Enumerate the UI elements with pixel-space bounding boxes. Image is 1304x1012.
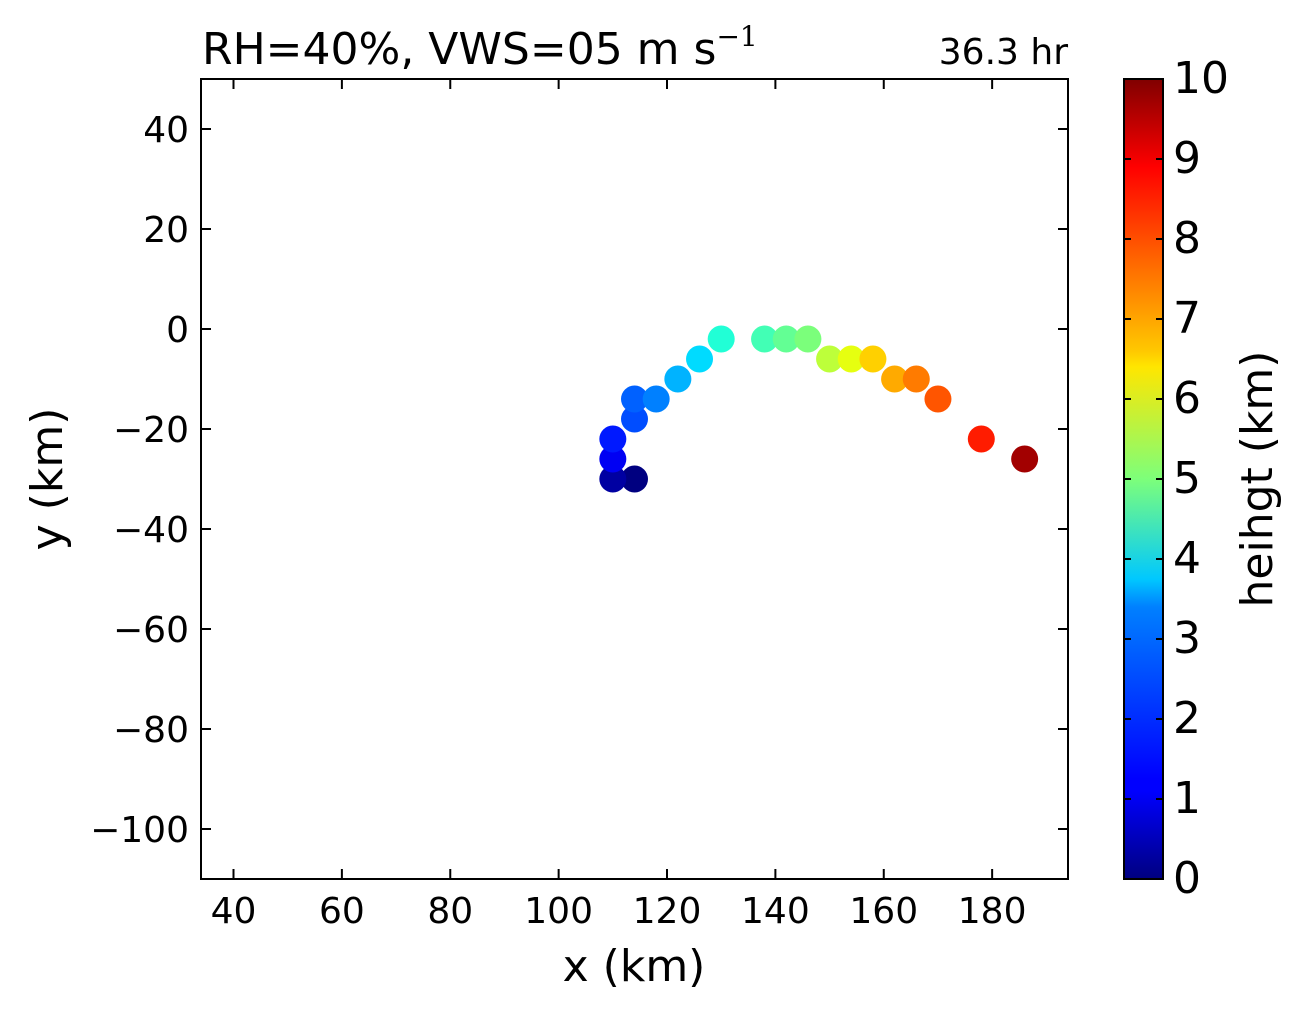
y-tick-label: −20 xyxy=(113,410,189,451)
y-tick-label: −100 xyxy=(90,810,189,851)
x-tick-label: 60 xyxy=(319,891,365,932)
x-tick-label: 100 xyxy=(524,891,593,932)
trajectory-point xyxy=(599,465,627,493)
scatter-points xyxy=(599,325,1039,493)
trajectory-point xyxy=(837,345,865,373)
colorbar-tick-label: 7 xyxy=(1173,293,1201,344)
trajectory-point xyxy=(664,365,692,393)
y-tick-label: −80 xyxy=(113,710,189,751)
colorbar-ticks: 0 1 2 3 4 5 6 7 8 9 10 xyxy=(1124,53,1229,904)
y-axis-label: y (km) xyxy=(22,408,73,551)
colorbar-tick-label: 9 xyxy=(1173,133,1201,184)
trajectory-point xyxy=(967,425,995,453)
colorbar-tick-label: 2 xyxy=(1173,693,1201,744)
x-tick-label: 180 xyxy=(958,891,1027,932)
trajectory-point xyxy=(599,445,627,473)
colorbar-tick-label: 0 xyxy=(1173,853,1201,904)
colorbar-tick-label: 5 xyxy=(1173,453,1201,504)
trajectory-point xyxy=(621,385,648,413)
trajectory-point xyxy=(621,405,648,433)
y-tick-label: 0 xyxy=(166,310,189,351)
trajectory-point xyxy=(859,345,887,373)
trajectory-point xyxy=(881,365,909,393)
x-axis-label: x (km) xyxy=(563,941,706,992)
y-tick-label: −60 xyxy=(113,610,189,651)
colorbar-tick-label: 1 xyxy=(1173,773,1201,824)
trajectory-point xyxy=(772,325,800,353)
colorbar-tick-label: 3 xyxy=(1173,613,1201,664)
trajectory-point xyxy=(599,425,627,453)
x-tick-label: 160 xyxy=(849,891,918,932)
y-tick-label: 40 xyxy=(143,110,189,151)
trajectory-point xyxy=(707,325,735,353)
colorbar-label: heihgt (km) xyxy=(1232,351,1283,608)
y-tick-label: −40 xyxy=(113,510,189,551)
trajectory-point xyxy=(686,345,714,373)
colorbar-tick-label: 4 xyxy=(1173,533,1201,584)
y-tick-label: 20 xyxy=(143,210,189,251)
colorbar-tick-label: 6 xyxy=(1173,373,1201,424)
colorbar-tick-label: 10 xyxy=(1173,53,1229,104)
trajectory-point xyxy=(924,385,952,413)
x-tick-label: 120 xyxy=(633,891,702,932)
chart-title: RH=40%, VWS=05 m s−1 xyxy=(202,20,758,75)
trajectory-point xyxy=(794,325,822,353)
x-axis-ticks: 40 60 80 100 120 140 160 180 xyxy=(211,79,1027,932)
x-tick-label: 40 xyxy=(211,891,257,932)
trajectory-point xyxy=(902,365,930,393)
x-tick-label: 80 xyxy=(427,891,473,932)
colorbar-tick-label: 8 xyxy=(1173,213,1201,264)
x-tick-label: 140 xyxy=(741,891,810,932)
trajectory-point xyxy=(621,465,648,493)
trajectory-point xyxy=(1011,445,1039,473)
time-label: 36.3 hr xyxy=(939,32,1068,73)
trajectory-point xyxy=(751,325,779,353)
y-axis-ticks: 40 20 0 −20 −40 −60 −80 −100 xyxy=(90,110,1068,851)
trajectory-point xyxy=(816,345,844,373)
trajectory-point xyxy=(642,385,670,413)
